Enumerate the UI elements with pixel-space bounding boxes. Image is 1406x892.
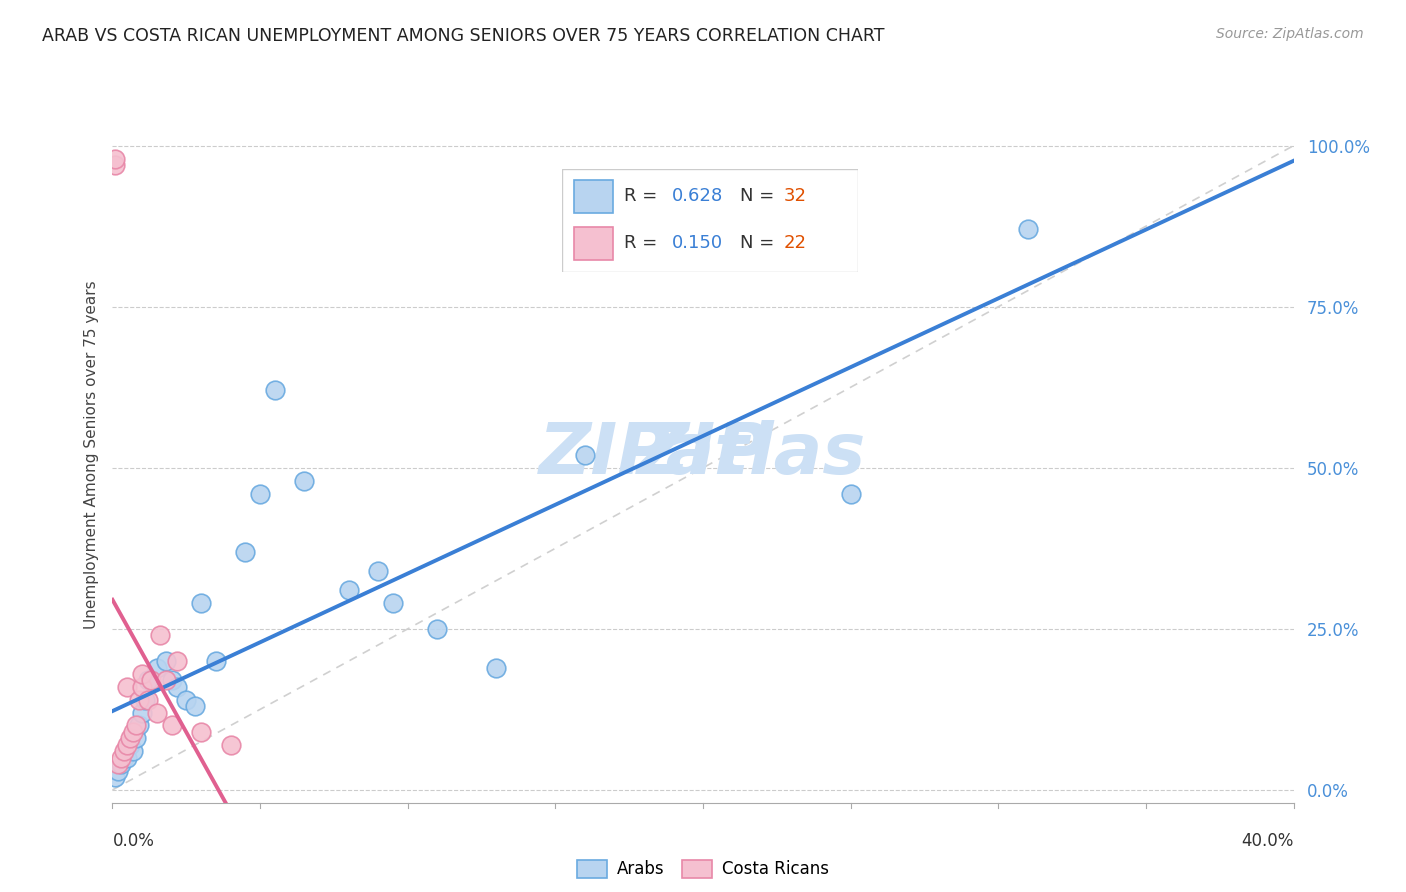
Point — [233, 544, 256, 558]
Text: 32: 32 — [785, 187, 807, 205]
Text: R =: R = — [624, 235, 664, 252]
Point — [122, 725, 145, 739]
Text: ZIPatlas: ZIPatlas — [540, 420, 866, 490]
Point — [839, 486, 862, 500]
Point — [184, 699, 207, 714]
Point — [110, 750, 132, 764]
Point — [104, 158, 127, 172]
Point — [174, 692, 197, 706]
Point — [131, 667, 153, 681]
Point — [485, 660, 508, 674]
Point — [120, 738, 142, 752]
Point — [107, 764, 129, 778]
Legend: Arabs, Costa Ricans: Arabs, Costa Ricans — [571, 853, 835, 885]
Text: R =: R = — [624, 187, 664, 205]
Point — [134, 692, 156, 706]
Point — [155, 654, 177, 668]
Point — [104, 152, 127, 166]
Point — [219, 738, 242, 752]
Text: 22: 22 — [785, 235, 807, 252]
Point — [131, 706, 153, 720]
Text: N =: N = — [740, 235, 779, 252]
FancyBboxPatch shape — [574, 227, 613, 260]
Point — [110, 757, 132, 772]
Text: ARAB VS COSTA RICAN UNEMPLOYMENT AMONG SENIORS OVER 75 YEARS CORRELATION CHART: ARAB VS COSTA RICAN UNEMPLOYMENT AMONG S… — [42, 27, 884, 45]
Text: Source: ZipAtlas.com: Source: ZipAtlas.com — [1216, 27, 1364, 41]
Point — [1017, 222, 1039, 236]
Point — [104, 770, 127, 784]
Point — [155, 673, 177, 688]
Text: N =: N = — [740, 187, 779, 205]
Point — [160, 673, 183, 688]
FancyBboxPatch shape — [574, 179, 613, 212]
Point — [166, 680, 188, 694]
Point — [128, 718, 150, 732]
Point — [136, 692, 159, 706]
Point — [146, 660, 169, 674]
Point — [160, 718, 183, 732]
Point — [107, 757, 129, 772]
Point — [112, 744, 135, 758]
Point — [146, 706, 169, 720]
Point — [112, 750, 135, 764]
Text: 40.0%: 40.0% — [1241, 831, 1294, 850]
Point — [190, 725, 212, 739]
Point — [337, 583, 360, 598]
Text: 0.0%: 0.0% — [112, 831, 155, 850]
Point — [382, 596, 405, 610]
Point — [125, 731, 148, 746]
Text: 0.150: 0.150 — [672, 235, 723, 252]
FancyBboxPatch shape — [562, 169, 858, 272]
Text: ZIP: ZIP — [637, 420, 769, 490]
Point — [166, 654, 188, 668]
Point — [205, 654, 228, 668]
Point — [149, 628, 172, 642]
Point — [128, 692, 150, 706]
Point — [136, 673, 159, 688]
Point — [367, 564, 389, 578]
Point — [292, 474, 315, 488]
Point — [190, 596, 212, 610]
Point — [125, 718, 148, 732]
Point — [249, 486, 271, 500]
Point — [117, 750, 138, 764]
Point — [139, 673, 162, 688]
Text: 0.628: 0.628 — [672, 187, 723, 205]
Point — [574, 448, 596, 462]
Y-axis label: Unemployment Among Seniors over 75 years: Unemployment Among Seniors over 75 years — [83, 281, 98, 629]
Point — [122, 744, 145, 758]
Point — [120, 731, 142, 746]
Point — [131, 680, 153, 694]
Point — [264, 384, 287, 398]
Point — [426, 622, 449, 636]
Point — [117, 738, 138, 752]
Point — [117, 680, 138, 694]
